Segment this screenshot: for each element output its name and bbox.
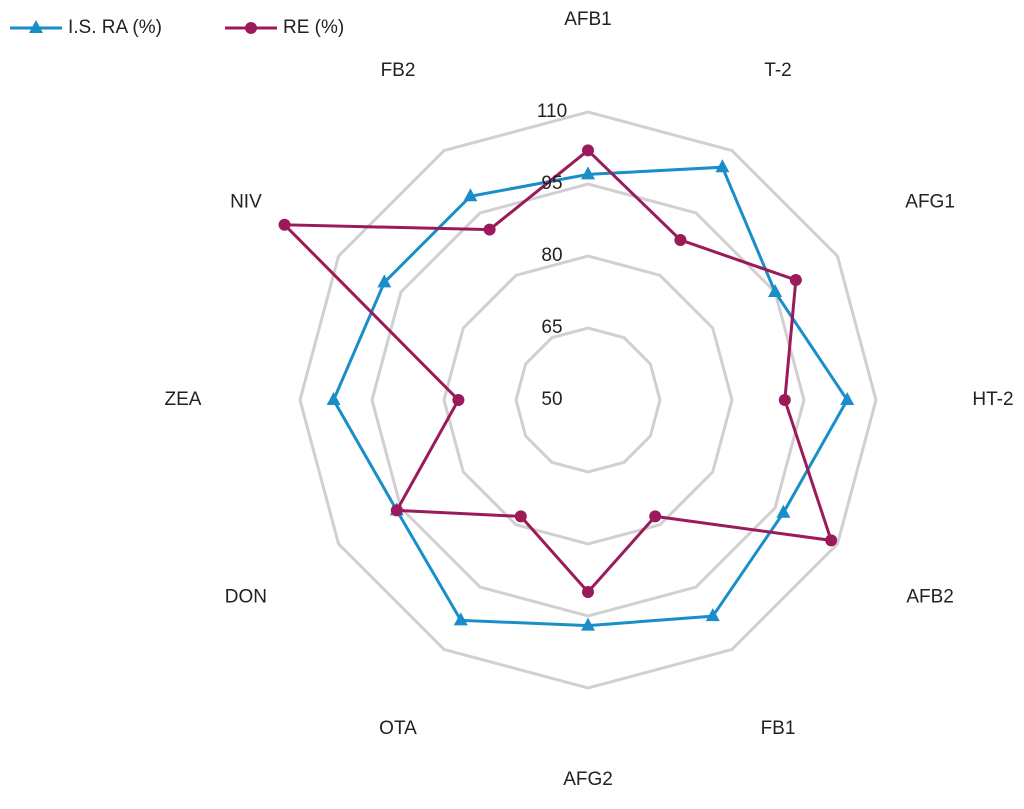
category-label: OTA	[379, 718, 417, 739]
grid-ring	[514, 326, 662, 474]
tick-label: 110	[537, 101, 567, 122]
marker	[674, 233, 687, 246]
marker	[789, 274, 802, 286]
marker	[705, 608, 720, 622]
tick-label: 80	[541, 245, 562, 266]
marker	[581, 617, 595, 631]
legend-marker	[29, 20, 43, 33]
legend-marker	[245, 22, 257, 34]
legend-label: I.S. RA (%)	[68, 17, 162, 38]
marker	[581, 166, 595, 180]
category-label: T-2	[764, 60, 791, 81]
category-label: AFG1	[905, 192, 955, 213]
category-label: DON	[225, 587, 267, 608]
grid-ring	[298, 110, 878, 690]
category-label: AFG2	[563, 769, 613, 790]
category-label: ZEA	[165, 389, 202, 410]
tick-label: 65	[541, 317, 562, 338]
marker	[377, 274, 392, 288]
category-label: FB2	[381, 60, 416, 81]
marker	[463, 188, 478, 202]
marker	[483, 223, 496, 236]
marker	[514, 510, 527, 523]
legend-label: RE (%)	[283, 17, 344, 38]
tick-label: 95	[541, 173, 562, 194]
category-label: AFB1	[564, 9, 612, 30]
marker	[825, 534, 838, 547]
grid-ring	[442, 254, 734, 546]
marker	[582, 586, 594, 598]
marker	[778, 394, 791, 406]
marker	[453, 612, 468, 626]
marker	[390, 504, 403, 517]
marker	[715, 159, 730, 173]
category-label: HT-2	[972, 389, 1013, 410]
marker	[649, 510, 662, 523]
tick-label: 50	[541, 389, 562, 410]
category-label: NIV	[230, 192, 262, 213]
marker	[452, 394, 465, 406]
marker	[776, 504, 791, 518]
marker	[768, 284, 783, 297]
series-line	[280, 148, 834, 595]
category-label: AFB2	[906, 587, 954, 608]
marker	[278, 218, 291, 231]
marker	[840, 392, 855, 405]
series-line	[331, 165, 849, 628]
marker	[582, 144, 594, 157]
category-label: FB1	[761, 718, 796, 739]
grid-ring	[370, 182, 806, 618]
marker	[326, 392, 341, 405]
